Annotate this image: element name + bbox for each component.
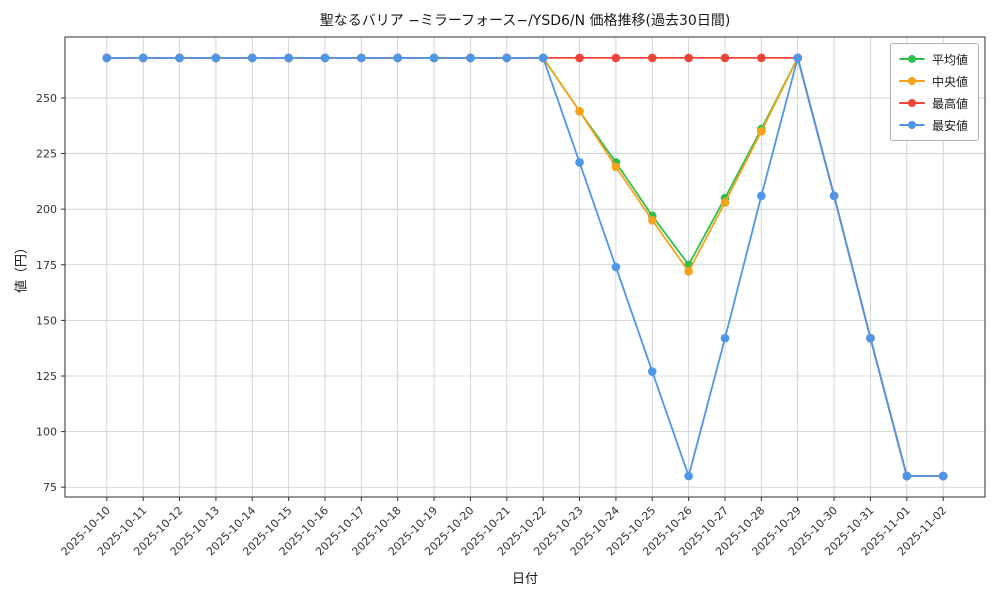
series-marker-min [829, 191, 839, 201]
y-tick-label: 100 [36, 426, 57, 439]
series-marker-min [393, 53, 403, 63]
series-marker-max [757, 53, 766, 63]
series-marker-median [684, 267, 693, 276]
plot-area [65, 37, 985, 497]
series-marker-min [429, 53, 439, 63]
series-marker-median [720, 198, 730, 207]
series-marker-min [211, 53, 221, 63]
legend-item-min: 最安値 [898, 117, 968, 133]
y-tick-label: 125 [36, 370, 57, 383]
legend-dot-median [907, 77, 916, 85]
chart-title: 聖なるバリア −ミラーフォース−/YSD6/N 価格推移(過去30日間) [319, 13, 731, 29]
series-marker-min [175, 53, 184, 63]
series-marker-min [320, 53, 330, 63]
series-marker-max [611, 53, 621, 63]
series-marker-min [720, 333, 730, 343]
y-tick-label: 175 [36, 259, 57, 272]
series-marker-min [247, 53, 257, 63]
series-marker-max [575, 53, 584, 63]
series-marker-median [575, 106, 584, 116]
y-tick-label: 200 [36, 203, 57, 216]
legend-label-median: 中央値 [931, 74, 968, 89]
legend-dot-mean [907, 55, 916, 63]
series-marker-min [793, 53, 803, 63]
series-marker-median [611, 162, 621, 172]
legend-marker-max [898, 99, 925, 107]
series-marker-max [720, 53, 730, 63]
series-marker-min [647, 367, 657, 376]
series-marker-min [502, 53, 512, 63]
series-marker-min [866, 333, 875, 343]
series-marker-max [647, 53, 657, 63]
legend-item-max: 最高値 [898, 95, 968, 111]
series-marker-max [684, 53, 693, 63]
series-marker-min [357, 53, 366, 63]
series-marker-min [611, 262, 621, 272]
y-tick-label: 225 [36, 148, 57, 161]
series-marker-median [757, 127, 766, 136]
series-marker-min [575, 158, 584, 167]
series-marker-min [284, 53, 293, 63]
legend-label-max: 最高値 [931, 96, 968, 111]
legend-marker-min [898, 121, 925, 129]
x-axis-label: 日付 [511, 572, 539, 587]
y-tick-label: 250 [36, 92, 57, 105]
series-line-min [106, 57, 944, 477]
legend-item-median: 中央値 [898, 73, 968, 89]
legend: 平均値中央値最高値最安値 [889, 43, 979, 141]
series-marker-min [102, 53, 112, 63]
axes-border [64, 36, 986, 498]
series-marker-min [902, 471, 912, 481]
legend-dot-max [907, 99, 916, 107]
series-marker-min [938, 471, 948, 481]
series-marker-min [757, 191, 766, 201]
legend-marker-mean [898, 55, 925, 63]
series-marker-median [647, 215, 657, 225]
legend-item-mean: 平均値 [898, 51, 968, 67]
series-marker-min [466, 53, 475, 63]
legend-label-mean: 平均値 [931, 52, 968, 67]
legend-label-min: 最安値 [931, 118, 968, 133]
series-marker-min [138, 53, 148, 63]
legend-marker-median [898, 77, 925, 85]
series-marker-min [538, 53, 548, 63]
y-tick-label: 75 [43, 481, 57, 494]
series-marker-min [684, 471, 693, 481]
y-axis-label: 値（円） [14, 240, 30, 294]
y-tick-label: 150 [36, 314, 57, 327]
legend-dot-min [907, 121, 916, 129]
